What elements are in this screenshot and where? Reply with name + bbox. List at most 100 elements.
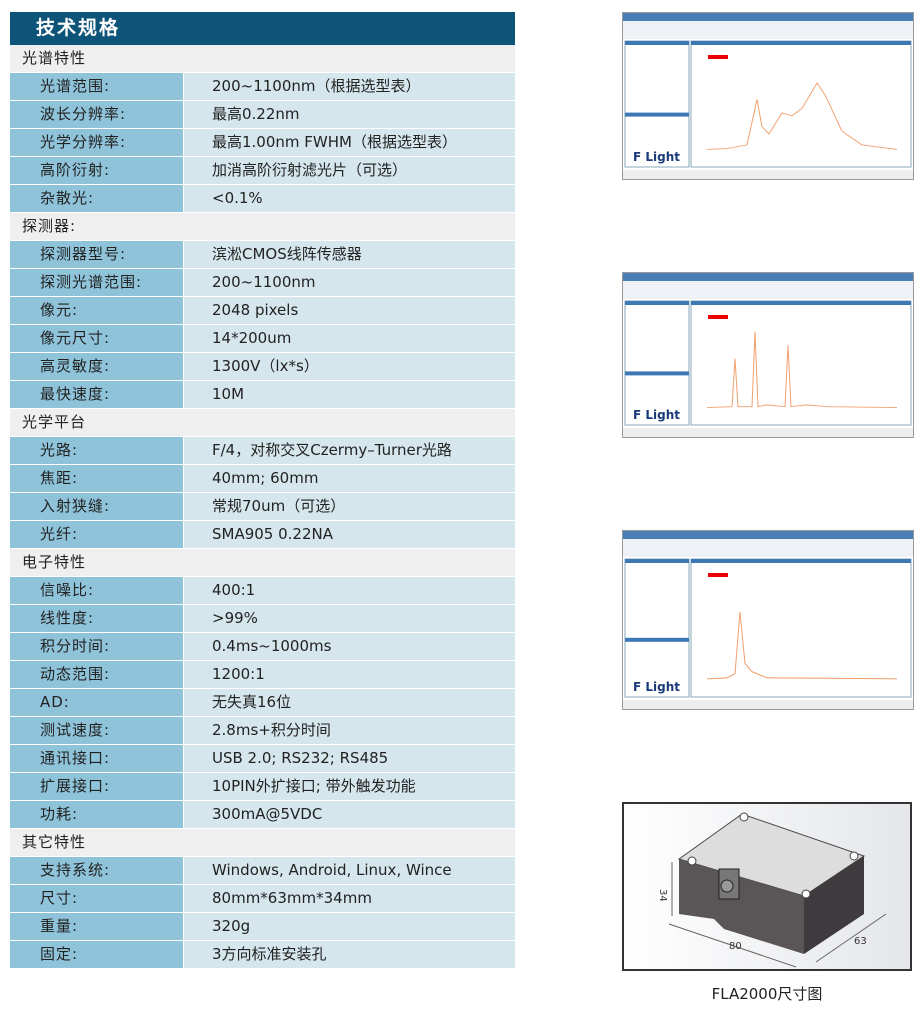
- spec-value: 10PIN外扩接口; 带外触发功能: [183, 773, 515, 800]
- spec-label: 像元尺寸:: [10, 325, 183, 352]
- flight-logo: F Light: [633, 150, 680, 164]
- spec-value: 2048 pixels: [183, 297, 515, 324]
- spec-row: 支持系统: Windows, Android, Linux, Wince: [10, 857, 515, 885]
- spec-value: 320g: [183, 913, 515, 940]
- spec-label: 像元:: [10, 297, 183, 324]
- spec-row: 光学分辨率: 最高1.00nm FWHM（根据选型表）: [10, 129, 515, 157]
- spec-value: 0.4ms~1000ms: [183, 633, 515, 660]
- spec-value: 1300V（lx*s）: [183, 353, 515, 380]
- spec-label: 支持系统:: [10, 857, 183, 884]
- spec-value: Windows, Android, Linux, Wince: [183, 857, 515, 884]
- spec-label: 光纤:: [10, 521, 183, 548]
- spec-row: 线性度: >99%: [10, 605, 515, 633]
- spec-label: 高阶衍射:: [10, 157, 183, 184]
- section-header: 光学平台: [10, 409, 515, 437]
- length-dim: 80: [729, 941, 742, 952]
- spec-value: 加消高阶衍射滤光片（可选）: [183, 157, 515, 184]
- spec-row: 入射狭缝: 常规70um（可选）: [10, 493, 515, 521]
- spec-label: 光谱范围:: [10, 73, 183, 100]
- spec-value: 最高0.22nm: [183, 101, 515, 128]
- spec-value: 最高1.00nm FWHM（根据选型表）: [183, 129, 515, 156]
- spec-row: 高阶衍射: 加消高阶衍射滤光片（可选）: [10, 157, 515, 185]
- spec-value: 3方向标准安装孔: [183, 941, 515, 968]
- spec-value: SMA905 0.22NA: [183, 521, 515, 548]
- spec-value: 无失真16位: [183, 689, 515, 716]
- spec-label: 扩展接口:: [10, 773, 183, 800]
- section-header: 电子特性: [10, 549, 515, 577]
- spec-label: 最快速度:: [10, 381, 183, 408]
- flight-logo: F Light: [633, 408, 680, 422]
- spec-label: 信噪比:: [10, 577, 183, 604]
- spec-row: 探测光谱范围: 200~1100nm: [10, 269, 515, 297]
- spec-label: 功耗:: [10, 801, 183, 828]
- spec-label: 尺寸:: [10, 885, 183, 912]
- spec-value: 400:1: [183, 577, 515, 604]
- spec-value: 200~1100nm（根据选型表）: [183, 73, 515, 100]
- spec-label: 入射狭缝:: [10, 493, 183, 520]
- spec-label: 高灵敏度:: [10, 353, 183, 380]
- spec-row: 探测器型号: 滨淞CMOS线阵传感器: [10, 241, 515, 269]
- spec-row: 扩展接口: 10PIN外扩接口; 带外触发功能: [10, 773, 515, 801]
- spec-row: 固定: 3方向标准安装孔: [10, 941, 515, 969]
- product-caption: FLA2000尺寸图: [711, 985, 823, 1003]
- spec-label: 线性度:: [10, 605, 183, 632]
- spec-row: 像元尺寸: 14*200um: [10, 325, 515, 353]
- spec-row: 最快速度: 10M: [10, 381, 515, 409]
- spec-label: 焦距:: [10, 465, 183, 492]
- spec-value: 1200:1: [183, 661, 515, 688]
- spec-row: 功耗: 300mA@5VDC: [10, 801, 515, 829]
- spec-label: 探测光谱范围:: [10, 269, 183, 296]
- spec-row: 尺寸: 80mm*63mm*34mm: [10, 885, 515, 913]
- spec-value: 2.8ms+积分时间: [183, 717, 515, 744]
- width-dim: 63: [854, 936, 867, 947]
- spec-label: 光路:: [10, 437, 183, 464]
- spec-row: 波长分辨率: 最高0.22nm: [10, 101, 515, 129]
- spec-row: 光路: F/4，对称交叉Czermy–Turner光路: [10, 437, 515, 465]
- spec-label: 杂散光:: [10, 185, 183, 212]
- software-screenshot: F Light: [622, 12, 914, 180]
- flight-logo: F Light: [633, 680, 680, 694]
- spec-value: USB 2.0; RS232; RS485: [183, 745, 515, 772]
- spec-label: 测试速度:: [10, 717, 183, 744]
- spec-row: 杂散光: <0.1%: [10, 185, 515, 213]
- spec-value: 14*200um: [183, 325, 515, 352]
- spec-label: 探测器型号:: [10, 241, 183, 268]
- spec-value: 80mm*63mm*34mm: [183, 885, 515, 912]
- section-header: 光谱特性: [10, 45, 515, 73]
- section-header: 其它特性: [10, 829, 515, 857]
- spec-row: 测试速度: 2.8ms+积分时间: [10, 717, 515, 745]
- spec-value: >99%: [183, 605, 515, 632]
- spec-value: <0.1%: [183, 185, 515, 212]
- spec-row: 高灵敏度: 1300V（lx*s）: [10, 353, 515, 381]
- spec-label: 积分时间:: [10, 633, 183, 660]
- spec-value: 300mA@5VDC: [183, 801, 515, 828]
- spec-value: 常规70um（可选）: [183, 493, 515, 520]
- spec-row: 积分时间: 0.4ms~1000ms: [10, 633, 515, 661]
- spec-row: 光谱范围: 200~1100nm（根据选型表）: [10, 73, 515, 101]
- spec-label: 固定:: [10, 941, 183, 968]
- spec-value: 40mm; 60mm: [183, 465, 515, 492]
- spec-table: 技术规格 光谱特性 光谱范围: 200~1100nm（根据选型表） 波长分辨率: 最高0…: [10, 12, 515, 969]
- spec-label: 重量:: [10, 913, 183, 940]
- spec-label: 通讯接口:: [10, 745, 183, 772]
- spec-row: 信噪比: 400:1: [10, 577, 515, 605]
- software-screenshot: F Light: [622, 530, 914, 710]
- spec-row: 焦距: 40mm; 60mm: [10, 465, 515, 493]
- product-dimension-drawing: 34 80 63: [622, 802, 912, 971]
- spec-label: 光学分辨率:: [10, 129, 183, 156]
- height-dim: 34: [657, 889, 668, 902]
- spec-label: 动态范围:: [10, 661, 183, 688]
- spec-row: 重量: 320g: [10, 913, 515, 941]
- spec-label: AD:: [10, 689, 183, 716]
- software-screenshot: F Light: [622, 272, 914, 438]
- spec-row: 动态范围: 1200:1: [10, 661, 515, 689]
- spec-value: 10M: [183, 381, 515, 408]
- spec-row: 像元: 2048 pixels: [10, 297, 515, 325]
- table-title: 技术规格: [10, 12, 515, 45]
- section-header: 探测器:: [10, 213, 515, 241]
- spec-value: 滨淞CMOS线阵传感器: [183, 241, 515, 268]
- spec-value: F/4，对称交叉Czermy–Turner光路: [183, 437, 515, 464]
- spec-value: 200~1100nm: [183, 269, 515, 296]
- spec-row: 通讯接口: USB 2.0; RS232; RS485: [10, 745, 515, 773]
- spec-label: 波长分辨率:: [10, 101, 183, 128]
